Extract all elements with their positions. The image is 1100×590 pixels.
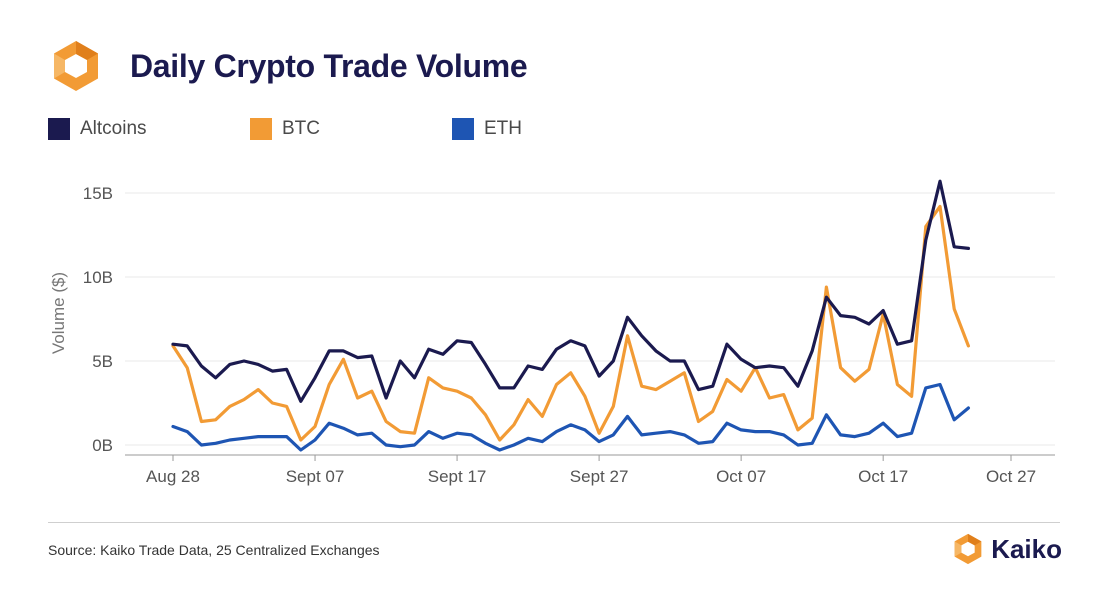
x-tick-label: Sept 27 — [570, 467, 629, 486]
series-line-altcoins — [171, 179, 971, 403]
x-tick-label: Oct 07 — [716, 467, 766, 486]
kaiko-logo-icon — [54, 41, 98, 91]
footer-divider — [48, 522, 1060, 523]
y-axis-title: Volume ($) — [49, 272, 68, 354]
y-tick-label: 5B — [92, 352, 113, 371]
brand-name: Kaiko — [991, 533, 1062, 564]
header: Daily Crypto Trade Volume — [48, 38, 528, 94]
line-chart: 0B 5B 10B 15B Aug 28 Sept 07 Sept 17 Sept 27 Oct… — [49, 179, 1055, 486]
y-tick-label: 0B — [92, 436, 113, 455]
x-tick-label: Aug 28 — [146, 467, 200, 486]
legend-label-btc: BTC — [282, 118, 320, 139]
series-line-eth — [171, 382, 971, 452]
brand: Kaiko — [951, 532, 1062, 566]
legend-swatch-eth — [452, 118, 474, 140]
legend: Altcoins BTC ETH — [48, 118, 654, 140]
legend-item-altcoins: Altcoins — [48, 118, 250, 140]
legend-label-eth: ETH — [484, 118, 522, 139]
y-tick-label: 15B — [83, 184, 113, 203]
legend-item-eth: ETH — [452, 118, 654, 140]
legend-swatch-btc — [250, 118, 272, 140]
y-tick-label: 10B — [83, 268, 113, 287]
source-note: Source: Kaiko Trade Data, 25 Centralized… — [48, 542, 380, 558]
x-tick-label: Oct 17 — [858, 467, 908, 486]
kaiko-brand-icon — [954, 533, 982, 565]
x-tick-label: Sept 07 — [286, 467, 345, 486]
chart-title: Daily Crypto Trade Volume — [130, 47, 528, 84]
legend-label-altcoins: Altcoins — [80, 118, 147, 139]
legend-item-btc: BTC — [250, 118, 452, 140]
legend-swatch-altcoins — [48, 118, 70, 140]
x-tick-label: Oct 27 — [986, 467, 1036, 486]
series-line-btc — [171, 204, 971, 442]
x-tick-label: Sept 17 — [428, 467, 487, 486]
